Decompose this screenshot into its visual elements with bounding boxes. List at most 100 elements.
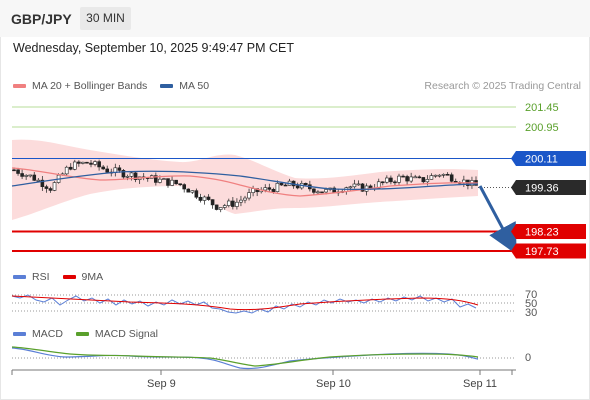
candle-body [97,161,101,168]
candle-body [117,167,122,171]
candle-body [32,174,37,181]
rsi-label-50: 50 [525,298,537,310]
candle-body [85,161,89,164]
ma20-line [11,167,479,197]
legend-macd: MACD [13,328,63,340]
candle-body [279,182,284,186]
candle-body [20,173,24,177]
legend-macd-signal: MACD Signal [75,328,158,340]
candle-body [421,177,426,183]
candle-body [158,178,162,183]
legend-ma20-label: MA 20 + Bollinger Bands [32,80,148,92]
legend-macd-label: MACD [32,328,63,340]
candle-body [52,182,57,191]
candle-body [247,192,251,199]
candle-body [385,177,389,183]
candle-body [275,182,280,192]
candle-body [40,179,45,187]
candle-body [433,174,438,177]
candle-body [218,207,223,210]
candle-body [162,178,166,180]
tag-200-11: 200.11 [525,154,558,166]
candle-body [194,190,199,198]
candle-body [133,172,138,180]
tag-198-23-pointer [511,224,516,239]
candle-body [437,174,442,177]
rsi-ma-line [11,295,479,311]
macd-swatch [13,332,26,336]
candle-body [429,175,434,180]
timestamp: Wednesday, September 10, 2025 9:49:47 PM… [13,41,294,55]
ma20-swatch [13,84,26,88]
macd-signal-swatch [75,332,89,336]
candle-body [166,178,170,186]
candle-body [101,166,105,170]
candle-body [389,177,393,183]
tag-201-45: 201.45 [525,102,559,114]
macd-label-0: 0 [525,352,531,364]
timeframe-badge[interactable]: 30 MIN [80,7,131,30]
candle-body [425,179,430,183]
candle-body [202,196,207,201]
forecast-arrow [478,185,517,255]
symbol-title: GBP/JPY [11,11,72,27]
candle-body [271,189,276,192]
candle-body [89,162,93,165]
candle-body [210,199,215,206]
candle-body [174,179,178,185]
rsi-label-30: 30 [525,307,537,319]
candle-body [320,191,324,194]
candle-body [417,176,422,179]
candle-body [198,196,203,201]
candle-body [72,161,77,170]
candle-body [352,183,357,188]
candle-body [312,188,316,193]
legend-ma50: MA 50 [160,80,209,92]
candle-body [303,183,308,186]
candle-body [413,176,418,179]
candle-body [445,173,450,176]
tag-197-73: 197.73 [525,246,559,258]
tag-198-23-box [516,224,586,239]
candle-body [295,185,300,189]
tag-200-11-pointer [511,151,516,166]
research-credit: Research © 2025 Trading Central [424,80,581,92]
tag-198-23: 198.23 [525,227,559,239]
candle-body [380,181,385,184]
rsi-label-70: 70 [525,289,537,301]
legend-ma20: MA 20 + Bollinger Bands [13,80,147,92]
candle-body [190,190,195,193]
candle-body [405,176,409,182]
x-label-sep10: Sep 10 [316,378,351,390]
tag-200-11-box [516,151,586,166]
candle-body [28,174,33,177]
candle-body [283,184,288,187]
price-tags: 201.45 200.95 200.11 199.36 198.23 197.7… [511,102,586,259]
macd-legend: MACD MACD Signal [13,328,171,340]
macd-signal-line [11,346,479,367]
candle-body [178,183,182,186]
legend-ma50-label: MA 50 [179,80,210,92]
rsi-legend: RSI 9MA [13,271,116,283]
candle-body [409,176,413,182]
candle-body [81,161,85,164]
candle-body [206,196,211,200]
rsi-line [11,294,477,314]
candle-body [449,174,454,182]
tag-199-36-box [516,180,586,195]
candle-body [170,179,174,186]
legend-rsi-ma: 9MA [62,271,104,283]
candle-body [105,168,110,173]
x-label-sep9: Sep 9 [147,378,176,390]
candle-body [267,187,272,190]
candle-body [239,199,243,203]
bollinger-band [12,139,478,220]
candle-body [356,183,361,186]
rsi-swatch [13,275,26,279]
candle-body [121,170,126,178]
candle-body [401,175,405,178]
candle-body [214,204,219,210]
legend-rsi-ma-label: 9MA [81,271,104,283]
candle-body [36,179,41,182]
